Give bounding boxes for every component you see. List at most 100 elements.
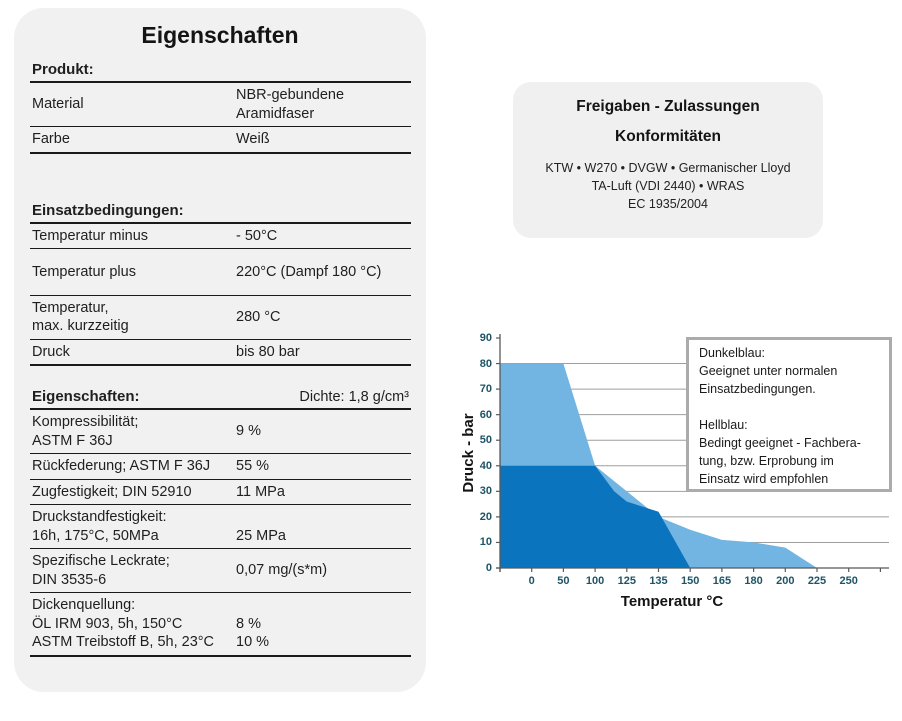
property-label-line: Spezifische Leckrate;	[32, 553, 170, 569]
legend-line	[699, 398, 879, 416]
property-value: 11 MPa	[236, 483, 411, 502]
y-tick-label: 20	[479, 510, 492, 523]
property-label-line: 16h, 175°C, 50MPa	[32, 527, 159, 544]
property-row: Druckstandfestigkeit: 16h, 175°C, 50MPa 2…	[30, 505, 411, 549]
property-label: Rückfederung; ASTM F 36J	[32, 457, 236, 476]
freigaben-approvals-line: KTW • W270 • DVGW • Germanischer Lloyd	[545, 161, 791, 175]
property-label-line: Temperatur plus	[32, 264, 136, 280]
property-value-line	[236, 508, 411, 527]
y-tick-label: 90	[479, 332, 492, 344]
property-label-line: max. kurzzeitig	[32, 318, 129, 334]
property-section: Eigenschaften: Dichte: 1,8 g/cm³ Kompressi…	[30, 386, 411, 657]
property-row: Kompressibilität; ASTM F 36J 9 %	[30, 410, 411, 454]
property-section: Einsatzbedingungen: Temperatur minus - 50°…	[30, 200, 411, 366]
property-label: Temperatur, max. kurzzeitig	[32, 299, 236, 336]
section-heading-label: Produkt:	[32, 61, 94, 78]
freigaben-panel-titles: Freigaben - Zulassungen Konformitäten	[513, 92, 823, 152]
section-heading-label: Eigenschaften:	[32, 388, 140, 405]
property-row: Rückfederung; ASTM F 36J 55 %	[30, 454, 411, 480]
property-label: Temperatur minus	[32, 227, 236, 246]
x-tick-label: 165	[712, 575, 732, 587]
legend-line: tung, bzw. Erprobung im	[699, 454, 834, 468]
property-value: 0,07 mg/(s*m)	[236, 561, 411, 580]
property-label: Zugfestigkeit; DIN 52910	[32, 483, 236, 502]
property-value-line: 0,07 mg/(s*m)	[236, 562, 328, 579]
property-row: Dickenquellung: ÖL IRM 903, 5h, 150°C ASTM…	[30, 593, 411, 657]
property-value: bis 80 bar	[236, 343, 411, 362]
x-tick-label: 50	[557, 575, 570, 587]
freigaben-approvals-line: TA-Luft (VDI 2440) • WRAS	[591, 179, 745, 193]
property-value: NBR-gebundene Aramidfaser	[236, 86, 411, 123]
property-label: Temperatur plus	[32, 263, 236, 282]
y-tick-label: 50	[479, 434, 492, 447]
y-tick-label: 60	[479, 408, 492, 421]
property-value-line: 220°C (Dampf 180 °C)	[236, 264, 382, 280]
property-value-line: 9 %	[236, 423, 261, 440]
section-heading: Eigenschaften: Dichte: 1,8 g/cm³	[30, 386, 411, 410]
x-tick-label: 100	[585, 575, 605, 587]
legend-line: Geeignet unter normalen	[699, 364, 838, 378]
property-row: Druck bis 80 bar	[30, 340, 411, 366]
legend-line: Einsatzbedingungen.	[699, 382, 816, 396]
chart-legend: Dunkelblau: Geeignet unter normalen Einsat…	[686, 337, 892, 492]
x-tick-label: 0	[528, 575, 535, 587]
property-value: Weiß	[236, 130, 411, 149]
property-section: Produkt: Material NBR-gebundene Aramidfaser…	[30, 59, 411, 154]
section-heading-label: Einsatzbedingungen:	[32, 201, 184, 219]
property-label-line: ASTM F 36J	[32, 432, 113, 449]
property-value-line: 11 MPa	[236, 483, 285, 500]
property-label: Druck	[32, 343, 236, 362]
x-tick-label: 150	[681, 575, 700, 587]
y-tick-label: 0	[485, 562, 492, 574]
x-tick-label: 125	[617, 575, 636, 587]
y-tick-label: 80	[479, 357, 492, 370]
property-value-line	[236, 596, 411, 615]
property-label-line: DIN 3535-6	[32, 571, 107, 588]
chart-canvas	[496, 334, 889, 572]
dunkelblau-area	[500, 465, 691, 568]
freigaben-approvals-line: EC 1935/2004	[628, 197, 708, 211]
property-value: 220°C (Dampf 180 °C)	[236, 263, 411, 282]
legend-line: Bedingt geeignet - Fachbera-	[699, 436, 861, 450]
y-tick-label: 40	[479, 459, 492, 472]
y-tick-label: 70	[479, 383, 492, 396]
y-axis-title: Druck - bar	[460, 413, 477, 493]
freigaben-approvals: KTW • W270 • DVGW • Germanischer Lloyd TA…	[513, 159, 823, 213]
property-row: Temperatur minus - 50°C	[30, 224, 411, 249]
eigenschaften-panel: Eigenschaften Produkt: Material NBR-gebund…	[14, 8, 426, 692]
y-tick-label: 10	[479, 536, 492, 549]
property-label-line: Material	[32, 96, 84, 113]
property-value-line: 8 %	[236, 615, 261, 632]
property-label-line: Temperatur minus	[32, 227, 149, 244]
property-label-line: Temperatur,	[32, 299, 109, 316]
property-value-line: Weiß	[236, 131, 270, 147]
property-value-line: bis 80 bar	[236, 343, 300, 360]
property-label-line: ASTM Treibstoff B, 5h, 23°C	[32, 634, 215, 650]
property-label-line: ÖL IRM 903, 5h, 150°C	[32, 615, 183, 632]
property-value: 8 % 10 %	[236, 596, 411, 652]
property-value: 25 MPa	[236, 508, 411, 545]
section-heading-value: Dichte: 1,8 g/cm³	[299, 389, 409, 405]
section-heading: Produkt:	[30, 59, 411, 83]
property-value-line: 55 %	[236, 458, 270, 474]
property-value: 9 %	[236, 422, 411, 441]
property-value-line: - 50°C	[236, 227, 278, 244]
property-value-line: 280 °C	[236, 308, 281, 325]
x-axis-title: Temperatur °C	[620, 593, 724, 610]
property-label-line: Druckstandfestigkeit:	[32, 509, 167, 525]
freigaben-title-line: Konformitäten	[615, 128, 721, 145]
x-tick-label: 180	[744, 575, 763, 587]
property-value-line: 10 %	[236, 634, 270, 650]
property-label: Spezifische Leckrate; DIN 3535-6	[32, 552, 236, 589]
pressure-temperature-chart: Druck - bar Temperatur °C 0 50 100 125 135 15…	[452, 325, 902, 625]
legend-line: Einsatz wird empfohlen	[699, 472, 829, 486]
property-value-line: NBR-gebundene	[236, 87, 345, 103]
property-label: Material	[32, 95, 236, 114]
property-value: 280 °C	[236, 308, 411, 327]
property-row: Zugfestigkeit; DIN 52910 11 MPa	[30, 480, 411, 505]
property-row: Temperatur plus 220°C (Dampf 180 °C)	[30, 249, 411, 296]
property-label-line: Rückfederung; ASTM F 36J	[32, 458, 211, 474]
property-label-line: Kompressibilität;	[32, 414, 139, 430]
property-value-line: 25 MPa	[236, 527, 286, 544]
property-row: Temperatur, max. kurzzeitig 280 °C	[30, 296, 411, 340]
